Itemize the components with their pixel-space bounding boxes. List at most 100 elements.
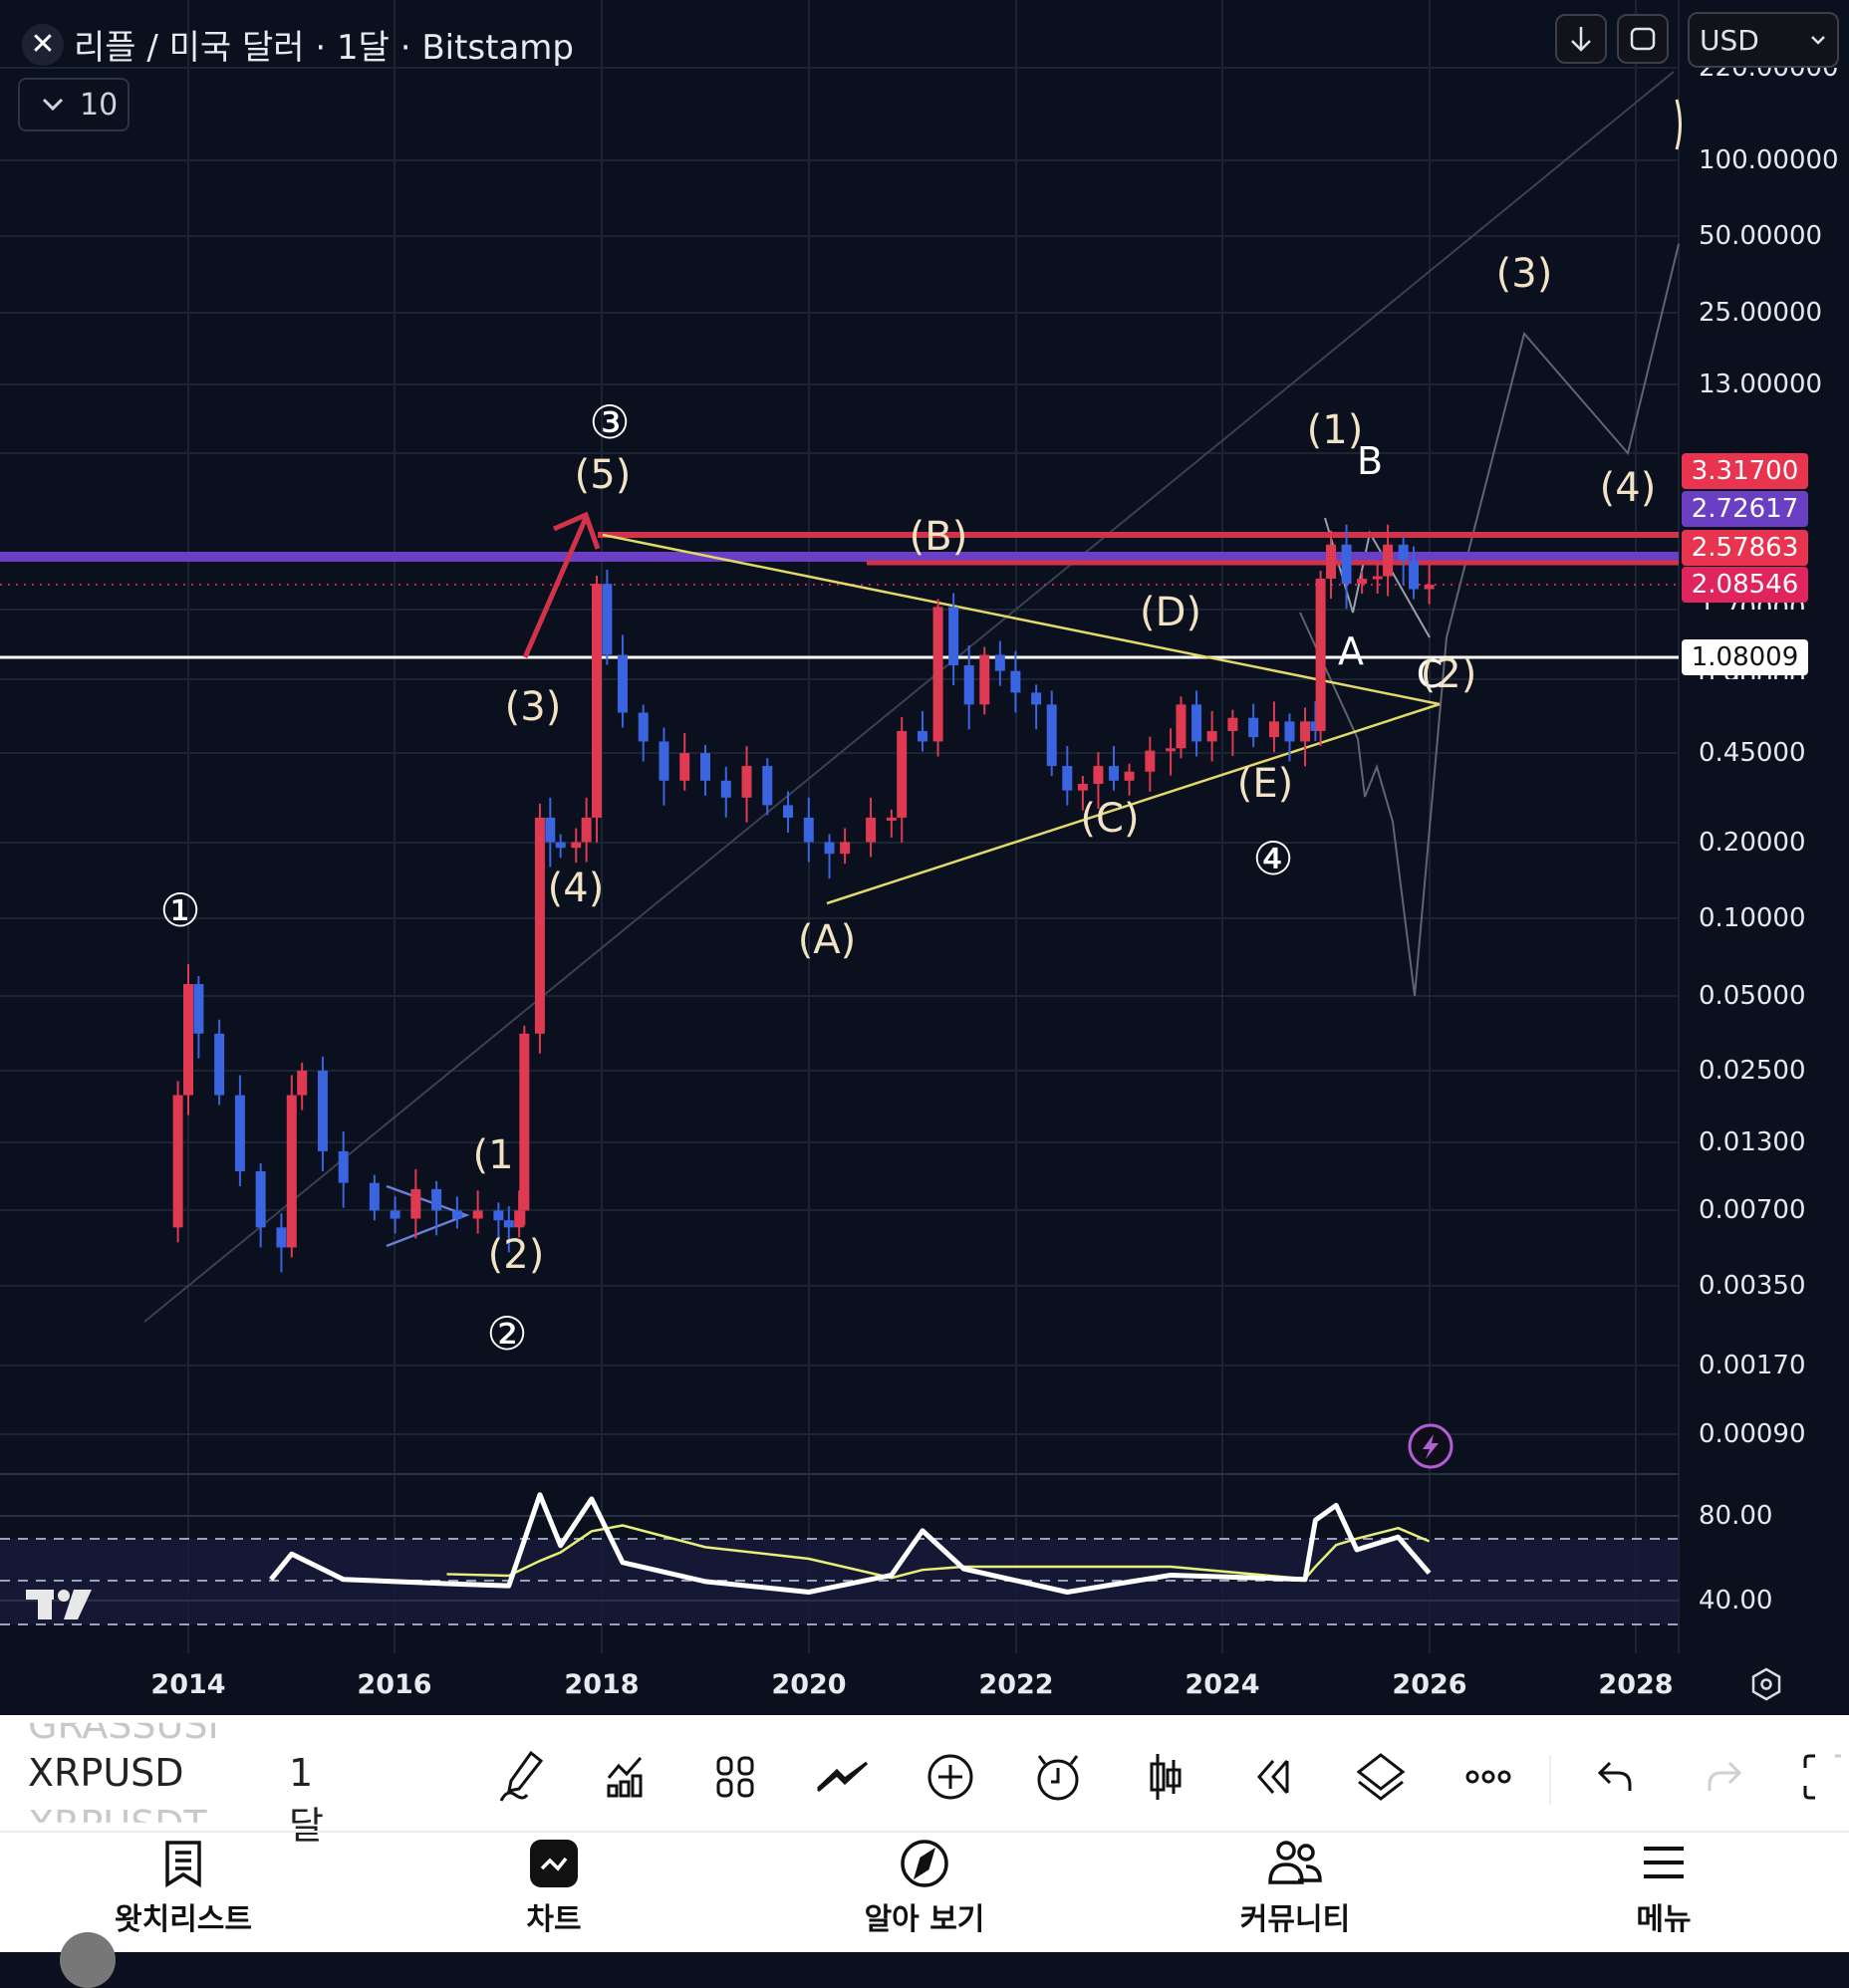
- wave-label: (4): [1600, 465, 1657, 511]
- floating-avatar[interactable]: [60, 1932, 116, 1988]
- price-tag: 2.72617: [1682, 491, 1808, 527]
- layouts-grid-icon[interactable]: [705, 1747, 765, 1807]
- xrp-logo-icon: ✕: [22, 23, 64, 66]
- candle-type-icon[interactable]: [1136, 1747, 1195, 1807]
- nav-explore[interactable]: 알아 보기: [805, 1839, 1044, 1938]
- menu-icon: [1644, 1847, 1684, 1878]
- symbol-header[interactable]: ✕ 리플 / 미국 달러 · 1달 · Bitstamp: [22, 20, 574, 69]
- lightning-icon: [1408, 1423, 1453, 1469]
- price-axis-label: 13.00000: [1699, 370, 1823, 399]
- alarm-clock-icon[interactable]: [1028, 1747, 1088, 1807]
- wave-label: (A): [798, 917, 857, 963]
- rsi-axis-label: 40.00: [1699, 1586, 1773, 1615]
- time-axis-label: 2022: [978, 1669, 1054, 1700]
- fullscreen-icon[interactable]: [1801, 1747, 1849, 1807]
- events-bolt-button[interactable]: [1407, 1422, 1454, 1474]
- wave-labels: ①②③④(5)(3)(4)(1(2)(A)(B)(C)(D)(E)(1)BAC(…: [159, 251, 1656, 1361]
- price-axis-label: 0.10000: [1699, 903, 1806, 933]
- nav-divider: [0, 1831, 1849, 1833]
- watchlist-row[interactable]: GRASSUSI 1주: [28, 1703, 219, 1747]
- wave-label: (4): [548, 866, 605, 911]
- price-axis-label: 0.02500: [1699, 1056, 1806, 1086]
- draw-pencil-icon[interactable]: [492, 1747, 552, 1807]
- price-axis-label: 0.00350: [1699, 1271, 1806, 1301]
- community-icon: [1268, 1841, 1322, 1884]
- rsi-line: [269, 1492, 1432, 1595]
- nav-community[interactable]: 커뮤니티: [1176, 1839, 1415, 1938]
- projection-path: [1299, 243, 1680, 997]
- wave-label: ②: [486, 1307, 527, 1361]
- price-axis-label: 0.05000: [1699, 981, 1806, 1011]
- candlesticks: [172, 524, 1435, 1273]
- triangle-lower: [826, 702, 1441, 905]
- price-tag: 2.08546: [1682, 567, 1808, 603]
- triangle-upper: [602, 533, 1441, 706]
- wave-label: A: [1338, 629, 1364, 673]
- time-axis-label: 2014: [150, 1669, 226, 1700]
- fullscreen-icon: [1630, 27, 1656, 51]
- watchlist-row[interactable]: XRPUSDT 12달: [28, 1803, 207, 1823]
- watchlist-row-selected[interactable]: XRPUSD 1달: [28, 1751, 324, 1848]
- hexagon-settings-icon: [1751, 1667, 1781, 1701]
- time-axis-label: 2026: [1392, 1669, 1467, 1700]
- price-chart[interactable]: ①②③④(5)(3)(4)(1(2)(A)(B)(C)(D)(E)(1)BAC(…: [0, 0, 1849, 1715]
- watchlist-icon: [165, 1841, 201, 1888]
- red-arrow: [522, 511, 601, 658]
- price-tag: 1.08009: [1682, 639, 1808, 675]
- nav-chart[interactable]: 차트: [434, 1839, 673, 1938]
- wave-label: (E): [1237, 761, 1293, 807]
- fullscreen-button[interactable]: [1617, 14, 1669, 64]
- wave-label: (2): [1421, 651, 1477, 697]
- wave-label: C: [1417, 652, 1444, 696]
- currency-select[interactable]: USD: [1688, 12, 1839, 68]
- indicator-count: 10: [80, 87, 119, 123]
- price-axis-label: 0.01300: [1699, 1127, 1806, 1157]
- price-axis-label: 0.45000: [1699, 738, 1806, 768]
- axis-settings-button[interactable]: [1749, 1667, 1783, 1705]
- indicator-collapse-button[interactable]: 10: [18, 78, 130, 131]
- nav-label: 차트: [526, 1902, 582, 1937]
- price-tag: 2.57863: [1682, 530, 1808, 566]
- symbol-title: 리플 / 미국 달러 · 1달 · Bitstamp: [74, 28, 574, 68]
- price-axis-label: 25.00000: [1699, 298, 1823, 328]
- row-interval: 1달: [289, 1751, 324, 1848]
- download-button[interactable]: [1555, 14, 1607, 64]
- nav-label: 커뮤니티: [1239, 1902, 1351, 1937]
- replay-rewind-icon[interactable]: [1243, 1747, 1303, 1807]
- wave-label: ④: [1252, 832, 1293, 885]
- chevron-down-icon: [1811, 36, 1825, 45]
- add-circle-icon[interactable]: [921, 1747, 980, 1807]
- indicators-icon[interactable]: [598, 1747, 658, 1807]
- nav-label: 알아 보기: [864, 1902, 985, 1937]
- compass-icon: [901, 1840, 948, 1887]
- nav-watchlist[interactable]: 왓치리스트: [64, 1839, 303, 1938]
- undo-icon[interactable]: [1586, 1747, 1646, 1807]
- rsi-axis-label: 80.00: [1699, 1501, 1773, 1531]
- toolbar-divider: [1549, 1755, 1551, 1805]
- rsi-ma-line: [446, 1524, 1431, 1581]
- price-axis-label: 0.20000: [1699, 828, 1806, 858]
- redo-icon[interactable]: [1694, 1747, 1753, 1807]
- price-axis-label: 0.00090: [1699, 1419, 1806, 1449]
- nav-label: 메뉴: [1636, 1902, 1692, 1937]
- tradingview-logo: [26, 1586, 96, 1625]
- wave-label: (3): [505, 684, 562, 730]
- chart-area[interactable]: ① ② ③ ④ (5) (3) (4) (1 (2) (A) (B) (C) (D) (E) (1) B A C(…: [0, 0, 1849, 1715]
- arrow-down-icon: [1571, 27, 1591, 52]
- price-axis-label: 100.00000: [1699, 145, 1839, 175]
- currency-value: USD: [1700, 23, 1759, 57]
- nav-menu[interactable]: 메뉴: [1544, 1839, 1783, 1938]
- more-icon[interactable]: [1458, 1747, 1518, 1807]
- layers-icon[interactable]: [1351, 1747, 1411, 1807]
- patterns-icon[interactable]: [813, 1747, 873, 1807]
- time-axis-label: 2018: [564, 1669, 640, 1700]
- price-axis-label: 0.00170: [1699, 1351, 1806, 1380]
- price-tag: 3.31700: [1682, 453, 1808, 489]
- price-axis-label: 50.00000: [1699, 221, 1823, 251]
- row-symbol: XRPUSD: [28, 1751, 184, 1795]
- price-axis-label: 220.00000: [1699, 53, 1839, 83]
- time-axis-label: 2016: [357, 1669, 432, 1700]
- row-symbol: GRASSUSI: [28, 1703, 219, 1747]
- price-axis-label: 0.00700: [1699, 1195, 1806, 1225]
- wave-label: ①: [159, 883, 200, 937]
